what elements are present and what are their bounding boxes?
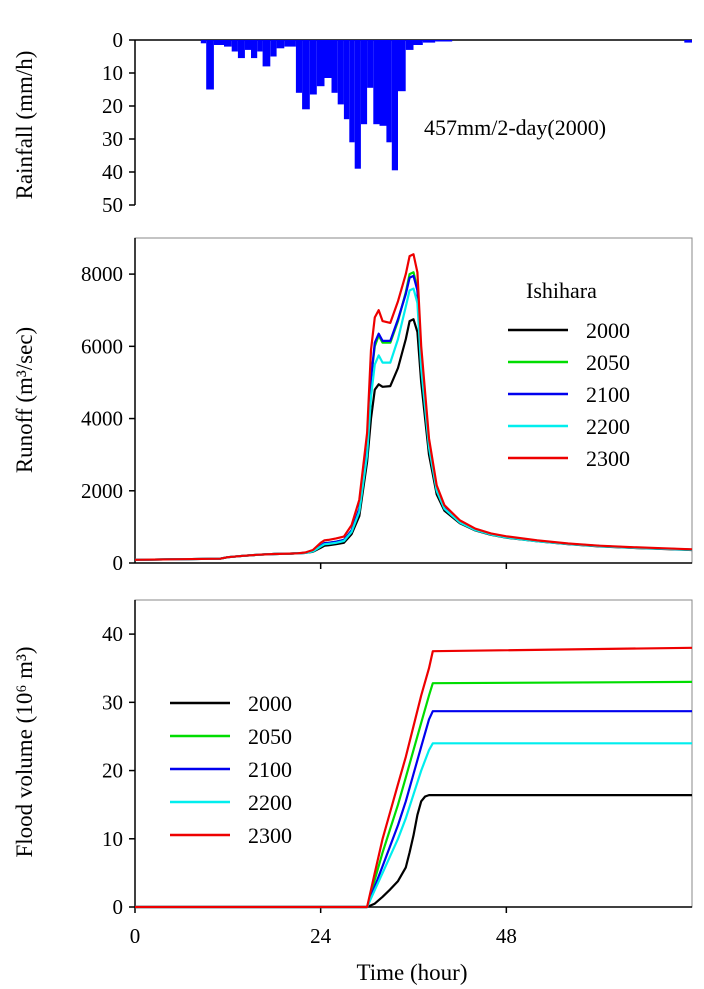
rainfall-bar — [262, 40, 271, 67]
runoff-legend: 2000 2050 2100 2200 2300 — [508, 318, 630, 471]
flood-volume-line-2300 — [135, 646, 693, 909]
flood-volume-axis-title: Flood volume (10⁶ m³) — [12, 646, 37, 857]
runoff-tick-label: 4000 — [81, 407, 123, 431]
runoff-line-2300 — [134, 253, 693, 561]
rainfall-bar — [324, 40, 332, 78]
rainfall-bar — [343, 40, 350, 120]
rainfall-panel: Rainfall (mm/h) 0 10 20 30 40 50 457mm/2-day(… — [12, 28, 692, 217]
runoff-y-ticks: 0 2000 4000 6000 8000 — [81, 238, 692, 575]
flood-volume-legend-label: 2300 — [248, 823, 292, 848]
flood-volume-tick-label: 40 — [102, 622, 123, 646]
runoff-legend-label: 2050 — [586, 350, 630, 375]
rainfall-bar — [302, 40, 310, 110]
rainfall-bar — [270, 40, 277, 57]
flood-volume-legend-label: 2050 — [248, 724, 292, 749]
rainfall-bar — [224, 40, 232, 47]
rainfall-tick-label: 20 — [102, 94, 123, 118]
flood-volume-legend-label: 2000 — [248, 691, 292, 716]
rainfall-bar — [276, 40, 285, 49]
runoff-legend-label: 2200 — [586, 414, 630, 439]
rainfall-tick-label: 10 — [102, 61, 123, 85]
rainfall-bar — [379, 40, 387, 126]
rainfall-total-annotation: 457mm/2-day(2000) — [424, 115, 606, 140]
flood-volume-tick-label: 20 — [102, 759, 123, 783]
flood-volume-legend-label: 2100 — [248, 757, 292, 782]
flood-volume-panel: Flood volume (10⁶ m³) 0 10 20 30 40 0 24 48 20… — [12, 599, 693, 985]
rainfall-bar — [386, 40, 392, 143]
flood-volume-line-2050 — [135, 680, 693, 909]
flood-volume-tick-label: 30 — [102, 690, 123, 714]
flood-volume-legend: 2000 2050 2100 2200 2300 — [170, 691, 292, 848]
rainfall-bar — [398, 40, 406, 92]
rainfall-bar — [295, 40, 303, 93]
runoff-axis-title: Runoff (m³/sec) — [12, 327, 37, 473]
rainfall-bar — [435, 40, 453, 42]
rainfall-bar — [284, 40, 296, 47]
rainfall-bar — [405, 40, 414, 50]
rainfall-bar — [309, 40, 317, 95]
rainfall-bar — [257, 40, 263, 52]
runoff-tick-label: 2000 — [81, 479, 123, 503]
rainfall-bar — [684, 40, 692, 43]
rainfall-bar — [206, 40, 214, 90]
time-tick-label: 48 — [496, 924, 517, 948]
rainfall-axis-title: Rainfall (mm/h) — [12, 51, 37, 200]
rainfall-bar — [373, 40, 380, 125]
runoff-legend-label: 2100 — [586, 382, 630, 407]
flood-volume-line-2100 — [135, 710, 692, 909]
time-tick-label: 24 — [310, 924, 332, 948]
rainfall-bar — [337, 40, 344, 105]
rainfall-bar — [316, 40, 325, 87]
rainfall-bar — [360, 40, 368, 125]
runoff-tick-label: 8000 — [81, 262, 123, 286]
flood-volume-series — [135, 646, 693, 909]
flood-volume-legend-label: 2200 — [248, 790, 292, 815]
flood-volume-tick-label: 10 — [102, 827, 123, 851]
runoff-legend-label: 2000 — [586, 318, 630, 343]
runoff-panel: Runoff (m³/sec) 0 2000 4000 6000 8000 Ishiha… — [12, 237, 693, 575]
flood-volume-line-2200 — [135, 742, 692, 909]
rainfall-bar — [331, 40, 338, 93]
time-axis-title: Time (hour) — [357, 960, 468, 985]
rainfall-bar — [413, 40, 423, 45]
rainfall-bar — [251, 40, 258, 59]
rainfall-bar — [237, 40, 245, 59]
time-x-ticks: 0 24 48 — [130, 907, 517, 948]
rainfall-bar — [349, 40, 355, 143]
rainfall-tick-label: 30 — [102, 127, 123, 151]
time-tick-label: 0 — [130, 924, 141, 948]
rainfall-bar — [354, 40, 361, 169]
runoff-series — [134, 253, 693, 561]
rainfall-bars — [200, 40, 692, 171]
runoff-legend-title: Ishihara — [526, 278, 597, 303]
rainfall-tick-label: 50 — [102, 193, 123, 217]
runoff-tick-label: 6000 — [81, 334, 123, 358]
rainfall-tick-label: 0 — [113, 28, 124, 52]
runoff-legend-label: 2300 — [586, 446, 630, 471]
flood-volume-tick-label: 0 — [113, 895, 124, 919]
runoff-tick-label: 0 — [113, 551, 124, 575]
rainfall-bar — [244, 40, 252, 50]
rainfall-bar — [422, 40, 436, 43]
rainfall-tick-label: 40 — [102, 160, 123, 184]
flood-volume-line-2000 — [135, 794, 692, 909]
flood-volume-y-ticks: 0 10 20 30 40 — [102, 600, 692, 919]
rainfall-bar — [200, 40, 207, 44]
rainfall-bar — [367, 40, 374, 88]
rainfall-bar — [213, 40, 224, 45]
rainfall-bar — [231, 40, 238, 52]
rainfall-bar — [391, 40, 398, 171]
